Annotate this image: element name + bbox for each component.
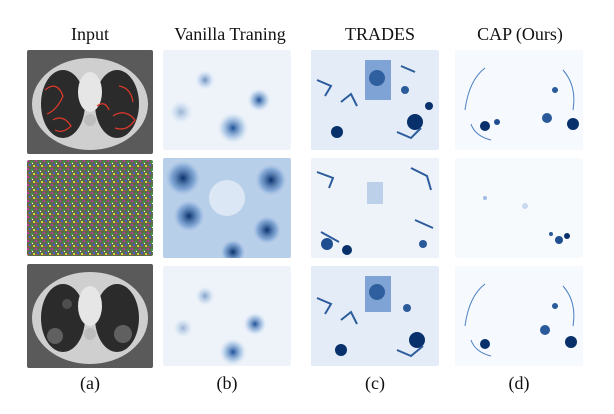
- panel-vanilla-row3: [163, 266, 291, 366]
- panel-input-ct-annotated: [27, 50, 153, 154]
- column-label-a: (a): [80, 373, 100, 393]
- panel-vanilla-row2: [163, 158, 291, 258]
- column-label-d: (d): [508, 373, 530, 393]
- panel-trades-row3: [311, 266, 439, 366]
- column-label-c: (c): [365, 373, 385, 393]
- column-title-input: Input: [71, 24, 109, 44]
- panel-input-ct: [27, 264, 153, 368]
- panel-input-noise: [27, 160, 153, 256]
- panel-trades-row1: [311, 50, 439, 150]
- column-title-trades: TRADES: [344, 24, 415, 44]
- column-title-cap: CAP (Ours): [477, 24, 563, 44]
- panel-cap-row2: [455, 158, 583, 258]
- column-title-vanilla: Vanilla Traning: [174, 24, 286, 44]
- panel-cap-row1: [455, 50, 583, 150]
- panel-trades-row2: [311, 158, 439, 258]
- panel-cap-row3: [455, 266, 583, 366]
- column-label-b: (b): [216, 373, 238, 393]
- panel-vanilla-row1: [163, 50, 291, 150]
